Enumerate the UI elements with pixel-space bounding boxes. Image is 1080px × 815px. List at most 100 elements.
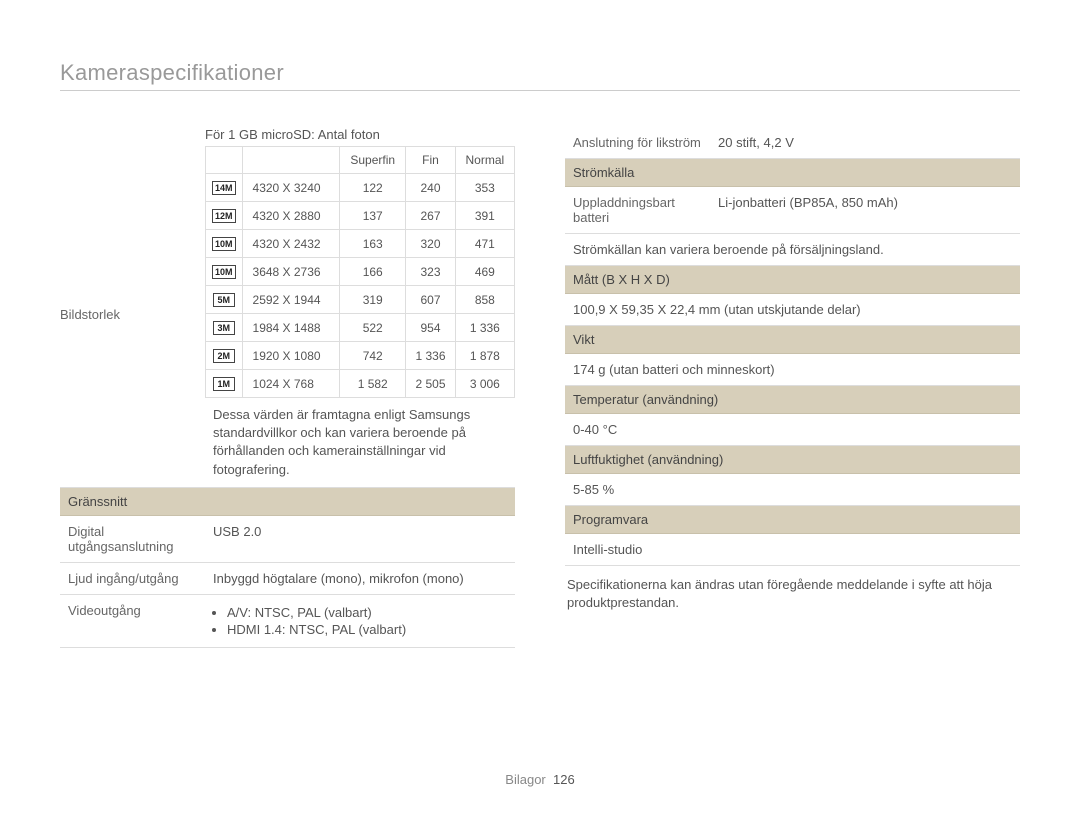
left-column: Bildstorlek För 1 GB microSD: Antal foto…: [60, 127, 515, 648]
table-disclaimer: Dessa värden är framtagna enligt Samsung…: [205, 398, 515, 487]
page-title: Kameraspecifikationer: [60, 60, 1020, 86]
resolution-cell: 1920 X 1080: [242, 342, 340, 370]
resolution-cell: 1984 X 1488: [242, 314, 340, 342]
size-icon-cell: 5M: [206, 286, 243, 314]
fin-cell: 607: [406, 286, 455, 314]
image-size-table-wrap: För 1 GB microSD: Antal foton Superfin F…: [205, 127, 515, 487]
superfin-cell: 122: [340, 174, 406, 202]
superfin-cell: 163: [340, 230, 406, 258]
power-header: Strömkälla: [565, 159, 1020, 187]
columns: Bildstorlek För 1 GB microSD: Antal foto…: [60, 127, 1020, 648]
size-icon: 10M: [212, 265, 236, 279]
normal-cell: 471: [455, 230, 514, 258]
humidity-header: Luftfuktighet (användning): [565, 446, 1020, 474]
video-bullet: HDMI 1.4: NTSC, PAL (valbart): [227, 622, 507, 637]
fin-cell: 240: [406, 174, 455, 202]
size-icon-cell: 10M: [206, 258, 243, 286]
title-rule: [60, 90, 1020, 91]
superfin-cell: 1 582: [340, 370, 406, 398]
resolution-cell: 4320 X 2880: [242, 202, 340, 230]
size-icon-cell: 2M: [206, 342, 243, 370]
normal-cell: 353: [455, 174, 514, 202]
superfin-cell: 742: [340, 342, 406, 370]
weight-value: 174 g (utan batteri och minneskort): [565, 354, 1020, 386]
normal-cell: 391: [455, 202, 514, 230]
footer-page-number: 126: [553, 772, 575, 787]
fin-cell: 1 336: [406, 342, 455, 370]
size-icon: 10M: [212, 237, 236, 251]
size-icon: 12M: [212, 209, 236, 223]
humidity-value: 5-85 %: [565, 474, 1020, 506]
size-icon-cell: 12M: [206, 202, 243, 230]
table-row: 3M1984 X 14885229541 336: [206, 314, 515, 342]
page-footer: Bilagor 126: [0, 772, 1080, 787]
size-icon: 5M: [213, 293, 235, 307]
label-dc-connector: Anslutning för likström: [565, 127, 710, 158]
software-header: Programvara: [565, 506, 1020, 534]
size-icon: 1M: [213, 377, 235, 391]
video-bullet: A/V: NTSC, PAL (valbart): [227, 605, 507, 620]
page: Kameraspecifikationer Bildstorlek För 1 …: [0, 0, 1080, 648]
normal-cell: 1 336: [455, 314, 514, 342]
table-caption: För 1 GB microSD: Antal foton: [205, 127, 515, 146]
normal-cell: 1 878: [455, 342, 514, 370]
software-value: Intelli-studio: [565, 534, 1020, 566]
weight-header: Vikt: [565, 326, 1020, 354]
label-battery: Uppladdningsbart batteri: [565, 187, 710, 233]
table-header-row: Superfin Fin Normal: [206, 147, 515, 174]
fin-cell: 267: [406, 202, 455, 230]
label-digital-output: Digital utgångsanslutning: [60, 516, 205, 562]
footer-section: Bilagor: [505, 772, 545, 787]
superfin-cell: 137: [340, 202, 406, 230]
table-row: 1M 1024 X 7681 5822 5053 006: [206, 370, 515, 398]
right-column: Anslutning för likström 20 stift, 4,2 V …: [565, 127, 1020, 648]
normal-cell: 858: [455, 286, 514, 314]
table-row: 10M 3648 X 2736166323469: [206, 258, 515, 286]
value-dc-connector: 20 stift, 4,2 V: [710, 127, 1020, 158]
table-row: 14M 4320 X 3240122240353: [206, 174, 515, 202]
superfin-cell: 166: [340, 258, 406, 286]
row-audio-io: Ljud ingång/utgång Inbyggd högtalare (mo…: [60, 563, 515, 595]
value-battery: Li-jonbatteri (BP85A, 850 mAh): [710, 187, 1020, 233]
fin-cell: 323: [406, 258, 455, 286]
fin-cell: 2 505: [406, 370, 455, 398]
dimensions-value: 100,9 X 59,35 X 22,4 mm (utan utskjutand…: [565, 294, 1020, 326]
label-video-output: Videoutgång: [60, 595, 205, 647]
power-note: Strömkällan kan variera beroende på förs…: [565, 234, 1020, 266]
th-icon: [206, 147, 243, 174]
size-icon-cell: 10M: [206, 230, 243, 258]
th-res: [242, 147, 340, 174]
fin-cell: 320: [406, 230, 455, 258]
fin-cell: 954: [406, 314, 455, 342]
spec-footnote: Specifikationerna kan ändras utan föregå…: [565, 566, 1020, 612]
superfin-cell: 522: [340, 314, 406, 342]
value-digital-output: USB 2.0: [205, 516, 515, 562]
th-fin: Fin: [406, 147, 455, 174]
temperature-value: 0-40 °C: [565, 414, 1020, 446]
row-dc-connector: Anslutning för likström 20 stift, 4,2 V: [565, 127, 1020, 159]
table-row: 2M 1920 X 10807421 3361 878: [206, 342, 515, 370]
resolution-cell: 1024 X 768: [242, 370, 340, 398]
normal-cell: 469: [455, 258, 514, 286]
size-icon-cell: 3M: [206, 314, 243, 342]
resolution-cell: 4320 X 3240: [242, 174, 340, 202]
value-audio-io: Inbyggd högtalare (mono), mikrofon (mono…: [205, 563, 515, 594]
resolution-cell: 3648 X 2736: [242, 258, 340, 286]
interface-header: Gränssnitt: [60, 488, 515, 516]
label-audio-io: Ljud ingång/utgång: [60, 563, 205, 594]
normal-cell: 3 006: [455, 370, 514, 398]
size-icon: 2M: [213, 349, 235, 363]
table-row: 10M 4320 X 2432163320471: [206, 230, 515, 258]
resolution-cell: 2592 X 1944: [242, 286, 340, 314]
image-size-block: Bildstorlek För 1 GB microSD: Antal foto…: [60, 127, 515, 488]
row-digital-output: Digital utgångsanslutning USB 2.0: [60, 516, 515, 563]
resolution-cell: 4320 X 2432: [242, 230, 340, 258]
th-superfin: Superfin: [340, 147, 406, 174]
dimensions-header: Mått (B X H X D): [565, 266, 1020, 294]
size-icon-cell: 1M: [206, 370, 243, 398]
temperature-header: Temperatur (användning): [565, 386, 1020, 414]
photo-count-table: Superfin Fin Normal 14M 4320 X 3240122240…: [205, 146, 515, 398]
superfin-cell: 319: [340, 286, 406, 314]
size-icon: 14M: [212, 181, 236, 195]
value-video-output: A/V: NTSC, PAL (valbart) HDMI 1.4: NTSC, …: [205, 595, 515, 647]
